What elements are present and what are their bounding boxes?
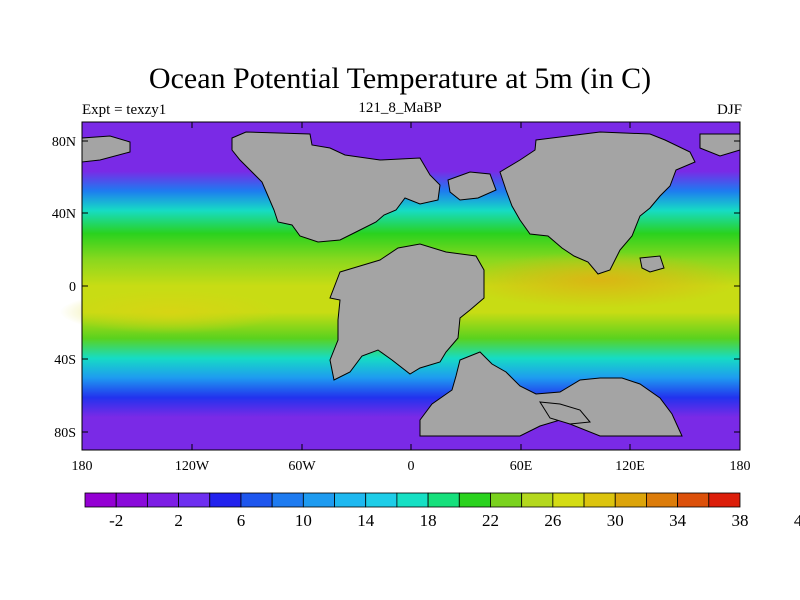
arctic-strip-east [699, 133, 741, 157]
colorbar-label: 30 [607, 511, 624, 530]
southern-island [539, 401, 591, 425]
colorbar-swatch [427, 492, 460, 508]
time-period-label: 121_8_MaBP [358, 100, 442, 116]
northeast-continent [499, 131, 696, 275]
colorbar-swatch [334, 492, 367, 508]
colorbar-swatch [708, 492, 741, 508]
lat-label-80n: 80N [52, 135, 76, 150]
colorbar-label: -2 [109, 511, 123, 530]
lon-label-60w: 60W [288, 459, 316, 474]
colorbar-swatch [521, 492, 554, 508]
colorbar-swatch [583, 492, 616, 508]
colorbar-swatch [677, 492, 710, 508]
lon-label-120w: 120W [175, 459, 210, 474]
lon-label-180w: 180 [72, 459, 93, 474]
lon-label-0: 0 [408, 459, 415, 474]
southern-continent [329, 243, 485, 381]
colorbar-swatch [178, 492, 211, 508]
central-europe-landmass [447, 171, 497, 201]
lat-ticks [82, 140, 740, 433]
colorbar-swatch [115, 492, 148, 508]
colorbar-labels: -226101418222630343842 [109, 511, 800, 530]
lat-label-40s: 40S [54, 353, 76, 368]
lat-label-40n: 40N [52, 207, 76, 222]
colorbar-label: 14 [357, 511, 375, 530]
colorbar-label: 26 [544, 511, 561, 530]
colorbar-swatch [458, 492, 491, 508]
colorbar-swatch [271, 492, 304, 508]
lon-ticks [81, 122, 741, 450]
lat-label-80s: 80S [54, 426, 76, 441]
lon-label-120e: 120E [615, 459, 645, 474]
colorbar-swatch [240, 492, 273, 508]
colorbar-swatch [614, 492, 647, 508]
colorbar-swatch [302, 492, 335, 508]
small-island-northeast [639, 255, 665, 273]
colorbar-label: 42 [794, 511, 800, 530]
colorbar-label: 18 [420, 511, 437, 530]
colorbar-swatch [396, 492, 429, 508]
season-label: DJF [716, 102, 742, 118]
colorbar-label: 38 [732, 511, 749, 530]
lon-label-60e: 60E [510, 459, 533, 474]
warm-pool-west [60, 290, 280, 334]
colorbar-label: 2 [174, 511, 183, 530]
northwest-continent [231, 131, 441, 243]
colorbar-label: 34 [669, 511, 687, 530]
colorbar-label: 10 [295, 511, 312, 530]
colorbar-swatch [490, 492, 523, 508]
colorbar-swatch [209, 492, 242, 508]
antarctic-landmass [419, 351, 683, 437]
colorbar-swatch [84, 492, 117, 508]
colorbar-swatch [365, 492, 398, 508]
land-masses [81, 131, 741, 437]
colorbar-swatch [552, 492, 585, 508]
warm-pool-east [460, 252, 740, 308]
colorbar-swatch [646, 492, 679, 508]
colorbar-swatch [146, 492, 179, 508]
colorbar-label: 6 [237, 511, 246, 530]
colorbar-label: 22 [482, 511, 499, 530]
lat-label-0: 0 [69, 280, 76, 295]
colorbar [84, 492, 741, 508]
map-title: Ocean Potential Temperature at 5m (in C) [148, 62, 652, 95]
lon-label-180e: 180 [730, 459, 751, 474]
experiment-label: Expt = texzy1 [82, 102, 167, 118]
